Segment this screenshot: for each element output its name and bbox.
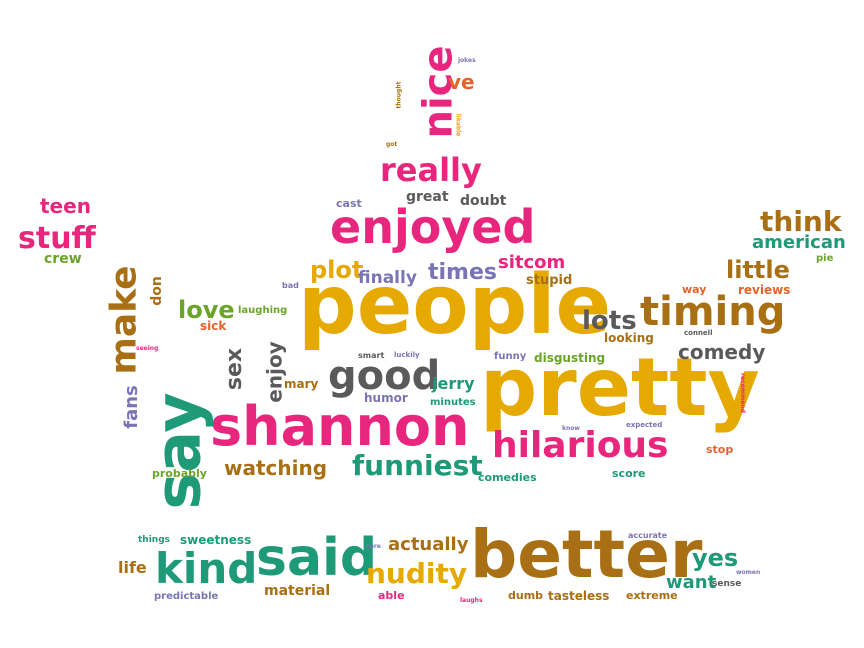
word-times: times: [428, 260, 497, 285]
word-comedy: comedy: [678, 340, 766, 364]
word-think: think: [760, 205, 842, 238]
word-hilarious: hilarious: [492, 425, 669, 466]
word-jokes: jokes: [458, 57, 476, 64]
word-ve: ve: [448, 70, 475, 94]
word-expected: expected: [626, 421, 663, 429]
word-bad: bad: [282, 281, 299, 290]
word-stop: stop: [706, 443, 734, 456]
word-don: don: [148, 276, 165, 306]
word-tasteless: tasteless: [548, 589, 610, 603]
word-teen: teen: [40, 194, 91, 218]
word-pretty: pretty: [480, 341, 760, 434]
word-say: say: [141, 392, 215, 510]
word-fans: fans: [120, 385, 142, 429]
word-minutes: minutes: [430, 397, 476, 408]
word-finally: finally: [358, 268, 417, 288]
word-watching: watching: [224, 456, 328, 480]
word-luckily: luckily: [394, 351, 420, 359]
word-laughing: laughing: [238, 305, 288, 316]
word-comedies: comedies: [478, 471, 537, 484]
word-sense: sense: [712, 579, 742, 589]
word-kind: kind: [155, 544, 258, 593]
word-sex: sex: [222, 347, 248, 391]
word-know: know: [562, 425, 580, 432]
word-sitcom: sitcom: [498, 252, 566, 273]
word-great: great: [406, 189, 449, 205]
word-extreme: extreme: [626, 589, 678, 602]
word-shannon: shannon: [210, 395, 470, 458]
word-jerry: jerry: [432, 374, 475, 393]
word-better: better: [470, 516, 703, 593]
word-good: good: [328, 353, 441, 399]
word-probably: probably: [152, 467, 207, 480]
word-american: american: [752, 232, 846, 253]
word-looking: looking: [604, 331, 654, 345]
word-accurate: accurate: [628, 531, 668, 540]
word-cast: cast: [336, 197, 362, 210]
word-stupid: stupid: [526, 273, 573, 288]
word-crew: crew: [44, 251, 82, 267]
word-people: people: [298, 258, 612, 353]
word-laughs: laughs: [460, 597, 483, 604]
word-life: life: [118, 558, 147, 577]
word-make: make: [103, 265, 145, 375]
word-way: way: [682, 283, 707, 296]
word-mary: mary: [284, 377, 319, 391]
word-love: love: [178, 296, 235, 324]
word-sure: sure: [366, 543, 381, 550]
word-want: want: [666, 572, 717, 593]
word-enjoyed: enjoyed: [330, 200, 536, 254]
word-seeing: seeing: [136, 345, 159, 352]
word-funniest: funniest: [352, 449, 483, 482]
word-little: little: [726, 256, 790, 284]
word-likable: likable: [454, 113, 462, 137]
word-stuff: stuff: [18, 221, 96, 256]
word-connell: connell: [684, 329, 713, 337]
word-pie: pie: [816, 253, 834, 264]
word-disgusting: disgusting: [534, 351, 606, 365]
word-score: score: [612, 467, 646, 480]
word-doubt: doubt: [460, 193, 507, 209]
word-women: women: [736, 569, 761, 576]
word-things: things: [138, 535, 171, 545]
word-nudity: nudity: [366, 557, 468, 590]
word-sweetness: sweetness: [180, 533, 252, 547]
word-able: able: [378, 589, 405, 602]
word-got: got: [386, 141, 398, 148]
word-sick: sick: [200, 319, 227, 333]
word-funny: funny: [494, 351, 527, 362]
word-predictable: predictable: [154, 591, 219, 602]
word-humor: humor: [364, 391, 408, 405]
word-timing: timing: [640, 289, 786, 335]
word-smart: smart: [358, 351, 385, 360]
word-dumb: dumb: [508, 589, 544, 602]
word-really: really: [380, 151, 482, 189]
word-lots: lots: [582, 306, 637, 336]
word-recommend: recommend: [738, 373, 746, 413]
word-thought: thought: [395, 81, 403, 109]
word-reviews: reviews: [738, 283, 791, 297]
word-said: said: [256, 528, 378, 588]
word-enjoy: enjoy: [262, 341, 287, 403]
word-actually: actually: [388, 534, 469, 555]
word-plot: plot: [310, 256, 364, 284]
word-yes: yes: [692, 544, 739, 572]
word-material: material: [264, 583, 331, 599]
